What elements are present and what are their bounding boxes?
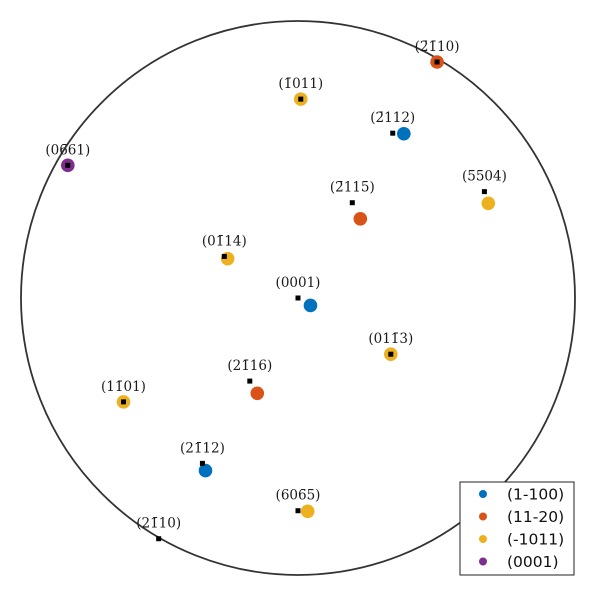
legend-label-1: (11-20) — [507, 508, 564, 526]
point-1-2 — [250, 386, 265, 401]
marker-7 — [295, 295, 301, 301]
marker-4 — [349, 200, 355, 206]
marker-5 — [481, 189, 487, 195]
marker-label-12: (606̄5) — [276, 488, 321, 504]
marker-1 — [298, 96, 304, 102]
legend-swatch-3 — [479, 557, 487, 566]
marker-label-1: (1̄011) — [278, 76, 323, 92]
legend-box — [459, 481, 575, 576]
marker-label-10: (11̄01) — [101, 379, 146, 395]
marker-label-3: (06̄61) — [45, 142, 90, 158]
legend-label-3: (0001) — [507, 553, 559, 571]
marker-label-9: (21̄16) — [227, 358, 272, 374]
marker-8 — [388, 351, 394, 357]
crystal-markers — [65, 59, 487, 542]
marker-12 — [295, 508, 301, 514]
marker-label-2: (2̄112) — [370, 110, 415, 126]
marker-labels: (2̄1̄10) (1̄011) (2̄112) (06̄61) (2̄115) (5̄5… — [45, 39, 506, 532]
point-0-1 — [303, 298, 318, 313]
marker-label-11: (21̄12) — [180, 440, 225, 456]
point-1-1 — [353, 211, 368, 226]
marker-label-5: (5̄504) — [462, 169, 507, 185]
point-0-2 — [198, 463, 213, 478]
point-2-5 — [300, 504, 315, 519]
legend-swatch-0 — [479, 490, 487, 498]
marker-label-7: (0001) — [276, 275, 321, 291]
marker-11 — [199, 460, 205, 466]
marker-label-8: (011̄3) — [368, 331, 413, 347]
legend-swatch-1 — [479, 512, 487, 521]
marker-9 — [247, 378, 253, 384]
projection-circle — [20, 20, 576, 576]
marker-0 — [434, 59, 440, 65]
marker-13 — [156, 536, 162, 542]
legend-label-0: (1-100) — [507, 486, 564, 504]
marker-label-0: (2̄1̄10) — [415, 39, 460, 55]
marker-label-4: (2̄115) — [330, 180, 375, 196]
point-2-1 — [481, 196, 496, 211]
point-0-0 — [397, 126, 411, 141]
marker-label-6: (01̄14) — [202, 233, 247, 249]
marker-label-13: (21̄10) — [136, 516, 181, 532]
marker-3 — [65, 162, 71, 168]
marker-2 — [390, 130, 396, 136]
legend-label-2: (-1011) — [507, 531, 564, 549]
marker-10 — [120, 399, 126, 405]
marker-6 — [221, 253, 227, 259]
data-points — [61, 55, 496, 519]
legend-swatch-2 — [479, 535, 487, 543]
legend: (1-100) (11-20) (-1011) (0001) — [459, 481, 575, 576]
